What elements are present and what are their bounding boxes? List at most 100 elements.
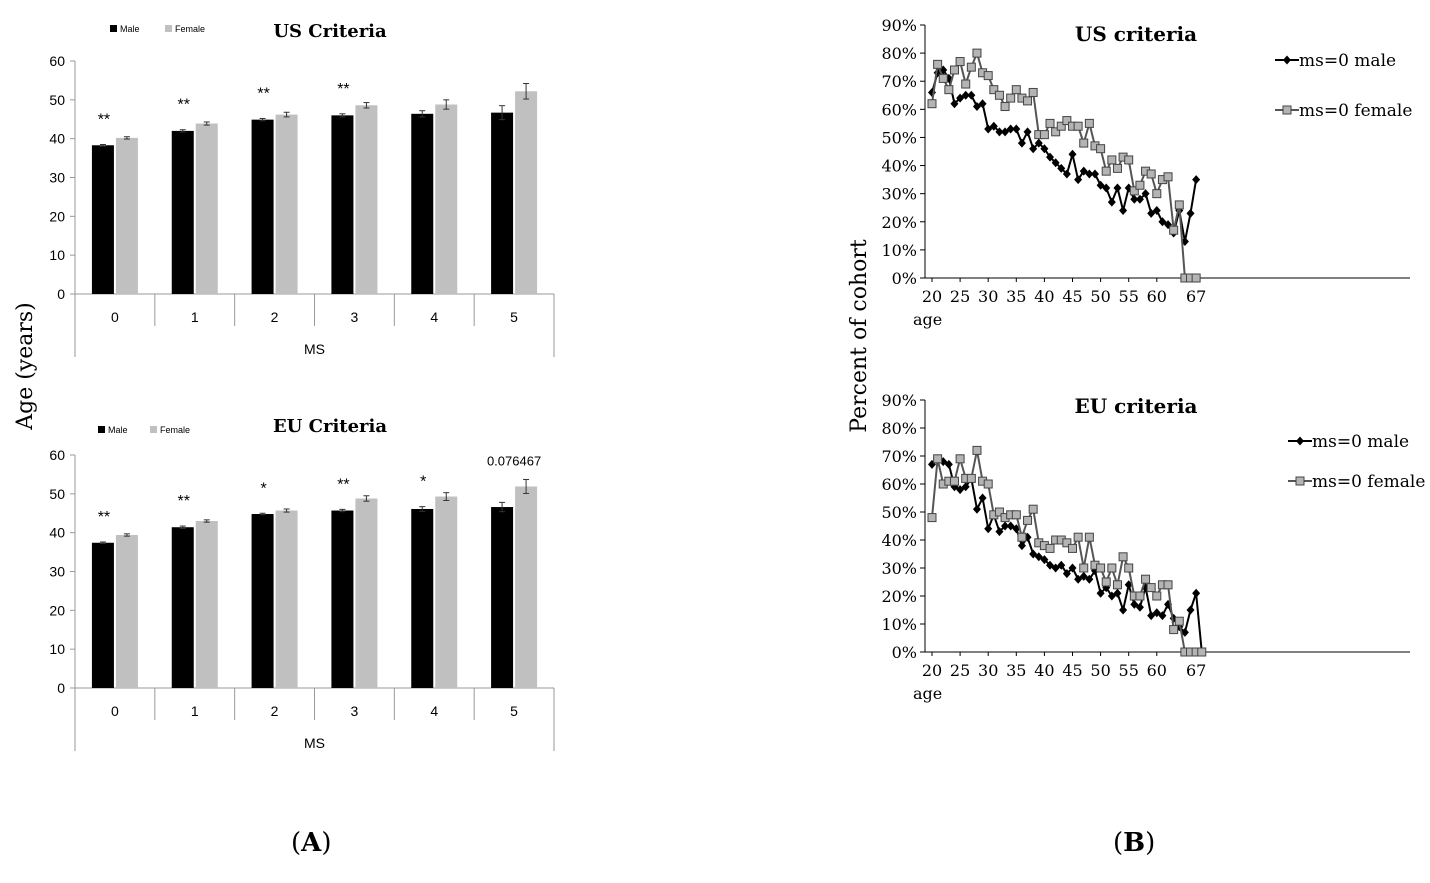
x-tick-label: 60 [1147,661,1167,680]
caption-a: (A) [291,828,332,858]
significance-label: ** [337,476,349,493]
data-point-female [1169,225,1179,235]
x-axis-label: age [913,310,942,329]
data-point-female [1124,563,1134,573]
data-point-male [1040,555,1049,565]
y-tick-label: 30% [881,185,917,204]
data-point-female [1101,577,1111,587]
bar-male [411,508,434,688]
data-point-female [1023,515,1033,525]
bar-female [115,534,138,688]
data-point-male [1130,194,1139,204]
data-point-male [1017,541,1026,551]
data-point-male [1102,183,1111,193]
x-tick-label: 5 [510,703,518,719]
data-point-male [1192,588,1201,598]
data-point-female [1135,180,1145,190]
y-tick-label: 90% [881,16,917,35]
y-tick-label: 60 [49,53,65,69]
data-point-female [1023,96,1033,106]
y-tick-label: 60% [881,100,917,119]
data-point-female [1197,647,1207,657]
panel-b: 0% 10% 20% 30% 40% 50% 60% 70% 80% 90% 20 25 30 35 40 4… [881,16,1425,703]
data-point-male [1040,144,1049,154]
x-tick-label: 25 [950,287,970,306]
data-point-female [1079,138,1089,148]
legend-marker [1283,55,1291,65]
bar-female [275,510,298,688]
significance-label: * [420,474,426,491]
y-tick-label: 40 [49,525,65,541]
y-tick-label: 60 [49,447,65,463]
data-point-female [1084,532,1094,542]
data-point-male [1006,124,1015,134]
series-line-male [931,457,1203,653]
y-tick-label: 60% [881,475,917,494]
x-tick-label: 25 [950,661,970,680]
data-point-female [966,473,976,483]
legend-swatch [165,25,172,32]
bar-male [411,113,434,295]
legend-label: Male [108,425,128,435]
bar-male [251,119,274,294]
bar-female [515,91,538,294]
legend-label: ms=0 male [1312,432,1409,452]
data-point-female [1146,583,1156,593]
data-point-female [1028,504,1038,514]
data-point-male [1034,138,1043,148]
data-point-male [989,121,998,131]
data-point-male [956,485,965,495]
data-point-female [1039,130,1049,140]
data-point-male [1141,189,1150,199]
y-tick-label: 0 [57,286,65,302]
legend-swatch [98,426,105,433]
data-point-male [1074,175,1083,185]
x-tick-label: 50 [1090,287,1110,306]
data-point-male [978,99,987,109]
data-point-male [1079,166,1088,176]
data-point-male [1051,158,1060,168]
x-tick-label: 50 [1090,661,1110,680]
data-point-male [1085,169,1094,179]
data-point-female [1101,166,1111,176]
x-tick-label: 40 [1034,287,1054,306]
significance-label: ** [178,97,190,114]
bar-female [435,104,458,294]
data-point-male [1186,605,1195,615]
x-tick-label: 3 [351,703,359,719]
data-point-male [1001,521,1010,531]
y-tick-label: 10 [49,247,65,263]
y-tick-label: 90% [881,391,917,410]
x-tick-label: 30 [978,287,998,306]
series-line-female [931,50,1197,279]
data-point-female [1051,127,1061,137]
data-point-male [1062,569,1071,579]
data-point-male [1113,183,1122,193]
y-tick-label: 0% [892,643,917,662]
data-point-male [1158,217,1167,227]
data-point-female [1062,538,1072,548]
data-point-female [1084,118,1094,128]
y-tick-label: 30 [49,564,65,580]
data-point-female [1191,273,1201,283]
data-point-female [983,479,993,489]
data-point-female [1107,155,1117,165]
y-tick-label: 80% [881,44,917,63]
legend-label: Female [175,24,205,34]
legend-marker [1282,105,1292,115]
data-point-male [1046,560,1055,570]
data-point-female [1045,543,1055,553]
line-chart-3: 0% 10% 20% 30% 40% 50% 60% 70% 80% 90% 20 25 30 35 40 4… [881,391,1425,703]
bar-male [91,542,114,688]
data-point-male [1079,571,1088,581]
data-point-male [944,459,953,469]
data-point-male [1057,163,1066,173]
bar-female [275,114,298,294]
data-point-male [1006,521,1015,531]
data-point-male [1085,574,1094,584]
data-point-male [1152,608,1161,618]
y-tick-label: 10% [881,615,917,634]
data-point-male [1074,574,1083,584]
data-point-female [1174,616,1184,626]
data-point-female [949,476,959,486]
